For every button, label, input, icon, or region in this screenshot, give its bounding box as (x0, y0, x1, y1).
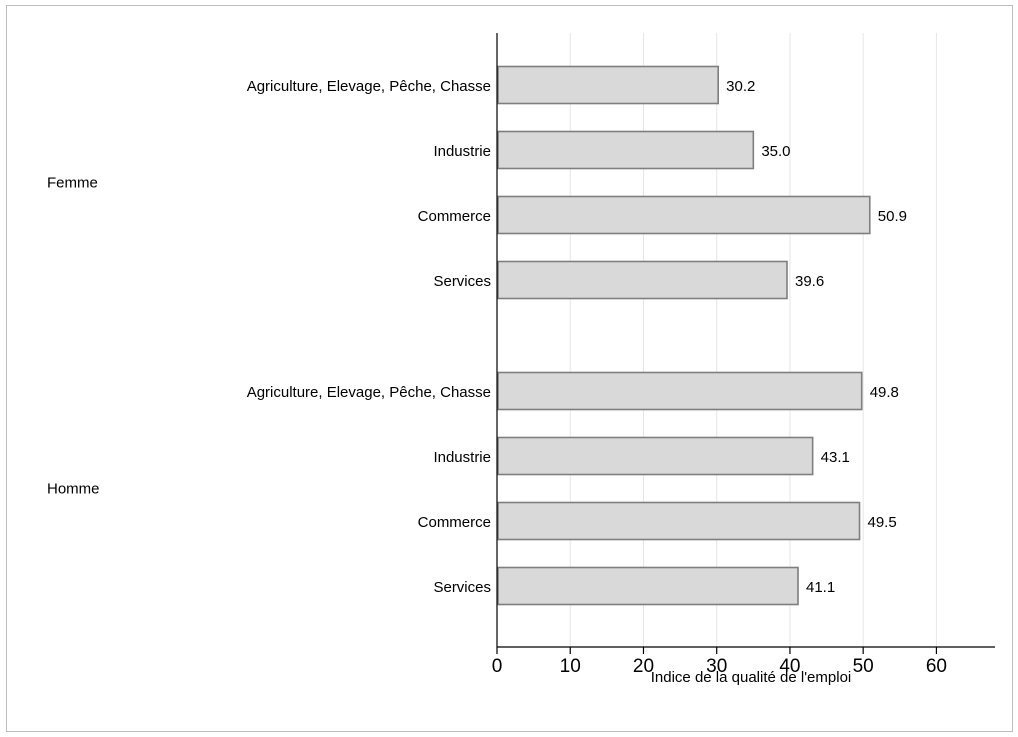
value-label-homme-2: 49.5 (868, 514, 897, 531)
labels: 30.2 Agriculture, Elevage, Pêche, Chasse 3… (47, 78, 947, 677)
value-label-homme-1: 43.1 (821, 449, 850, 466)
group-label-homme: Homme (47, 481, 100, 498)
bar-chart: 30.2 Agriculture, Elevage, Pêche, Chasse 3… (47, 33, 995, 686)
x-tick-label-60: 60 (926, 656, 947, 677)
bar-femme-2 (497, 195, 871, 235)
value-label-femme-1: 35.0 (761, 143, 790, 160)
chart-frame: 30.2 Agriculture, Elevage, Pêche, Chasse 3… (6, 5, 1013, 732)
value-label-homme-3: 41.1 (806, 579, 835, 596)
bars (497, 65, 871, 606)
bar-femme-0 (497, 65, 719, 105)
category-label-femme-1: Industrie (433, 143, 491, 160)
bar-homme-0 (497, 371, 863, 411)
x-axis-title: Indice de la qualité de l'emploi (651, 669, 852, 686)
bar-homme-2 (497, 501, 861, 541)
value-label-femme-0: 30.2 (726, 78, 755, 95)
category-label-femme-0: Agriculture, Elevage, Pêche, Chasse (247, 78, 491, 95)
bar-femme-1 (497, 130, 755, 170)
category-label-homme-2: Commerce (418, 514, 491, 531)
category-label-femme-2: Commerce (418, 208, 491, 225)
value-label-femme-3: 39.6 (795, 273, 824, 290)
bar-homme-1 (497, 436, 814, 476)
category-label-homme-3: Services (433, 579, 491, 596)
x-tick-label-20: 20 (633, 656, 654, 677)
bar-femme-3 (497, 260, 788, 300)
x-tick-label-0: 0 (492, 656, 503, 677)
category-label-femme-3: Services (433, 273, 491, 290)
x-tick-label-30: 30 (706, 656, 727, 677)
category-label-homme-0: Agriculture, Elevage, Pêche, Chasse (247, 384, 491, 401)
grid-lines (569, 33, 937, 647)
bar-homme-3 (497, 566, 799, 606)
x-tick-label-10: 10 (560, 656, 581, 677)
x-tick-label-50: 50 (853, 656, 874, 677)
value-label-femme-2: 50.9 (878, 208, 907, 225)
value-label-homme-0: 49.8 (870, 384, 899, 401)
group-label-femme: Femme (47, 175, 98, 192)
category-label-homme-1: Industrie (433, 449, 491, 466)
axes (496, 33, 995, 654)
x-tick-label-40: 40 (779, 656, 800, 677)
